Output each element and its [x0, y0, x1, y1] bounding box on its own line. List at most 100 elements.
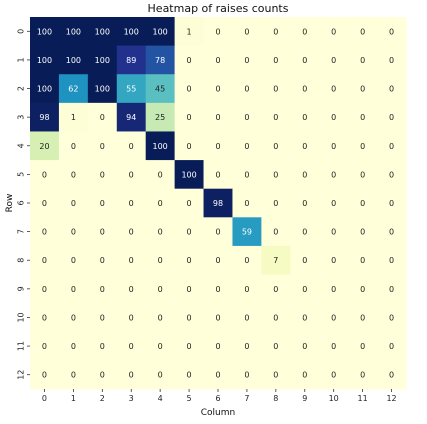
- heatmap-cell: [87, 331, 118, 361]
- heatmap-cell-value: 45: [155, 85, 165, 94]
- y-tick-label: 5: [17, 172, 26, 177]
- heatmap-cell: [232, 160, 262, 190]
- heatmap-cell: [87, 131, 118, 161]
- heatmap-cell-value: 0: [389, 199, 394, 208]
- heatmap-cell: [319, 74, 349, 104]
- heatmap-cell: [290, 303, 320, 333]
- heatmap-cell: [145, 245, 176, 275]
- heatmap-cell: [30, 45, 60, 75]
- heatmap-cell-value: 0: [215, 342, 220, 351]
- heatmap-cell-value: 0: [215, 170, 220, 179]
- heatmap-cell-value: 100: [37, 27, 52, 36]
- heatmap-cell: [203, 360, 233, 390]
- heatmap-cell: [58, 188, 89, 218]
- heatmap-cell-value: 0: [187, 256, 192, 265]
- heatmap-cell: [290, 245, 320, 275]
- heatmap-cell-value: 0: [331, 27, 336, 36]
- heatmap-cell-value: 0: [302, 342, 307, 351]
- heatmap-cell: [145, 303, 176, 333]
- heatmap-cell: [232, 188, 262, 218]
- heatmap-cell-value: 0: [215, 142, 220, 151]
- heatmap-cell-value: 0: [360, 199, 365, 208]
- heatmap-cell-value: 0: [71, 285, 76, 294]
- heatmap-cell-value: 100: [37, 56, 52, 65]
- heatmap-cell: [261, 360, 291, 390]
- heatmap-cell: [174, 217, 204, 247]
- heatmap-cell: [377, 131, 407, 161]
- heatmap-cell-value: 0: [100, 342, 105, 351]
- heatmap-cell-value: 0: [244, 142, 249, 151]
- y-tick-label: 1: [17, 57, 26, 62]
- x-tick-label: 0: [42, 394, 47, 403]
- heatmap-cell-value: 100: [66, 56, 81, 65]
- heatmap-cell-value: 0: [129, 371, 134, 380]
- heatmap-cell-value: 0: [389, 27, 394, 36]
- heatmap-cell: [261, 245, 291, 275]
- heatmap-cell: [58, 217, 89, 247]
- heatmap-cell: [377, 331, 407, 361]
- heatmap-cell: [174, 74, 204, 104]
- heatmap-cell: [30, 131, 60, 161]
- heatmap-cell-value: 0: [215, 56, 220, 65]
- heatmap-cell: [348, 102, 378, 132]
- heatmap-cell: [174, 45, 204, 75]
- heatmap-cell-value: 100: [37, 85, 52, 94]
- heatmap-cell: [87, 160, 118, 190]
- heatmap-cell: [87, 74, 118, 104]
- heatmap-cell: [377, 188, 407, 218]
- heatmap-cell-value: 0: [187, 285, 192, 294]
- heatmap-cell-value: 0: [129, 342, 134, 351]
- heatmap-cell: [203, 217, 233, 247]
- heatmap-cell-value: 0: [302, 313, 307, 322]
- x-tick-label: 5: [187, 394, 192, 403]
- heatmap-cell: [261, 331, 291, 361]
- x-tick-label: 12: [386, 394, 396, 403]
- x-tick-label: 6: [215, 394, 220, 403]
- heatmap-cell: [348, 245, 378, 275]
- heatmap-cell: [116, 17, 147, 47]
- heatmap-cell: [319, 160, 349, 190]
- heatmap-cell-value: 0: [360, 85, 365, 94]
- heatmap-cell-value: 0: [187, 342, 192, 351]
- y-tick-label: 8: [17, 258, 26, 263]
- heatmap-cell: [58, 360, 89, 390]
- heatmap-cell-value: 0: [302, 371, 307, 380]
- heatmap-cell: [145, 274, 176, 304]
- heatmap-cell-value: 0: [331, 56, 336, 65]
- heatmap-cell: [145, 17, 176, 47]
- heatmap-cell-value: 0: [244, 342, 249, 351]
- heatmap-cell: [145, 360, 176, 390]
- heatmap-cell-value: 0: [42, 371, 47, 380]
- heatmap-cell-value: 0: [273, 371, 278, 380]
- y-tick-label: 11: [17, 341, 26, 351]
- heatmap-cell-value: 0: [360, 27, 365, 36]
- heatmap-cell-value: 0: [302, 285, 307, 294]
- heatmap-cell-value: 100: [153, 27, 168, 36]
- heatmap-cell-value: 0: [360, 56, 365, 65]
- heatmap-cell: [348, 74, 378, 104]
- heatmap-cell: [116, 303, 147, 333]
- heatmap-cell: [203, 74, 233, 104]
- heatmap-cell-value: 0: [331, 170, 336, 179]
- heatmap-cell: [203, 245, 233, 275]
- heatmap-cell-value: 0: [389, 228, 394, 237]
- heatmap-cell-value: 0: [244, 199, 249, 208]
- heatmap-cell-value: 0: [71, 371, 76, 380]
- heatmap-cell-value: 0: [187, 228, 192, 237]
- heatmap-cell: [58, 160, 89, 190]
- heatmap-cell-value: 0: [42, 199, 47, 208]
- x-tick-label: 8: [273, 394, 278, 403]
- heatmap-cell: [30, 160, 60, 190]
- heatmap-cell-value: 0: [302, 170, 307, 179]
- heatmap-cell-value: 0: [389, 342, 394, 351]
- heatmap-cell: [348, 45, 378, 75]
- heatmap-cell: [174, 17, 204, 47]
- heatmap-cell-value: 0: [331, 142, 336, 151]
- y-tick-label: 9: [17, 286, 26, 291]
- heatmap-cell-value: 0: [71, 228, 76, 237]
- heatmap-cell: [174, 274, 204, 304]
- heatmap-cell: [30, 217, 60, 247]
- heatmap-cell: [174, 102, 204, 132]
- heatmap-cell: [232, 217, 262, 247]
- heatmap-cell: [377, 74, 407, 104]
